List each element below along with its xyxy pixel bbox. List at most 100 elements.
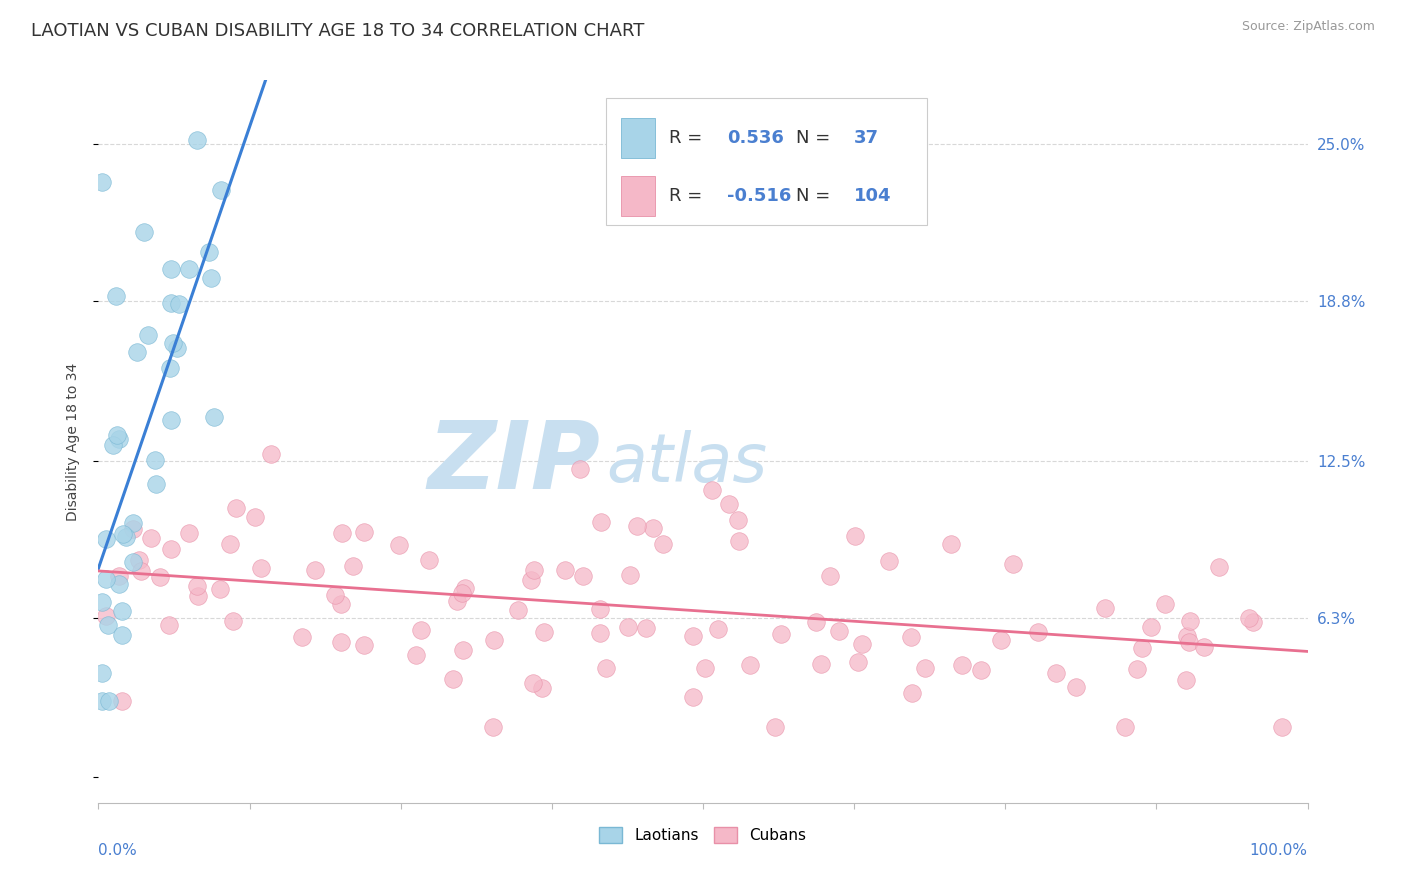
Point xyxy=(186,578,208,592)
Point xyxy=(848,655,870,669)
Point xyxy=(446,594,468,608)
Point xyxy=(641,521,664,535)
Point xyxy=(1140,620,1163,634)
Point xyxy=(519,574,541,588)
Point xyxy=(939,536,962,550)
Point xyxy=(522,675,544,690)
Point xyxy=(104,289,127,303)
Point xyxy=(533,624,555,639)
Point xyxy=(682,629,704,643)
Point xyxy=(970,663,993,677)
Point xyxy=(636,621,658,635)
Point xyxy=(219,537,242,551)
Point xyxy=(108,577,131,591)
Text: Source: ZipAtlas.com: Source: ZipAtlas.com xyxy=(1241,20,1375,33)
Point xyxy=(950,658,973,673)
Point xyxy=(225,500,247,515)
Point xyxy=(186,133,208,147)
Point xyxy=(96,608,118,623)
Point xyxy=(482,720,505,734)
Point xyxy=(388,538,411,552)
Point xyxy=(844,529,866,543)
Point xyxy=(187,590,209,604)
Point xyxy=(1178,635,1201,649)
Y-axis label: Disability Age 18 to 34: Disability Age 18 to 34 xyxy=(66,362,80,521)
Point xyxy=(682,690,704,704)
Point xyxy=(900,685,922,699)
Point xyxy=(111,527,134,541)
Point xyxy=(198,245,221,260)
Point xyxy=(166,341,188,355)
Point xyxy=(851,637,873,651)
Point xyxy=(572,569,595,583)
Point xyxy=(702,483,724,497)
Text: N =: N = xyxy=(796,187,837,205)
Point xyxy=(111,604,134,618)
Point xyxy=(810,657,832,671)
Point xyxy=(202,410,225,425)
Point xyxy=(451,586,474,600)
Point xyxy=(523,563,546,577)
Point xyxy=(329,597,352,611)
Text: 0.536: 0.536 xyxy=(727,129,785,147)
Point xyxy=(1045,666,1067,681)
Point xyxy=(169,297,191,311)
Text: 100.0%: 100.0% xyxy=(1250,843,1308,857)
Point xyxy=(304,563,326,577)
Point xyxy=(1192,640,1215,655)
Point xyxy=(818,569,841,583)
Point xyxy=(900,630,922,644)
Point xyxy=(148,570,170,584)
Point xyxy=(589,625,612,640)
Point xyxy=(139,532,162,546)
Point xyxy=(160,262,183,277)
Point xyxy=(128,553,150,567)
Point xyxy=(143,453,166,467)
Point xyxy=(97,618,120,632)
Point xyxy=(111,694,134,708)
Point xyxy=(804,615,827,629)
Point xyxy=(695,661,717,675)
Point xyxy=(122,554,145,568)
Point xyxy=(157,618,180,632)
Point xyxy=(1178,614,1201,628)
Point xyxy=(1002,557,1025,571)
Point xyxy=(323,588,346,602)
Point xyxy=(531,681,554,695)
Point xyxy=(160,295,183,310)
Point xyxy=(769,627,792,641)
Point xyxy=(454,582,477,596)
Point xyxy=(107,569,129,583)
Point xyxy=(1271,720,1294,734)
Point xyxy=(353,524,375,539)
Point xyxy=(91,595,114,609)
Legend: Laotians, Cubans: Laotians, Cubans xyxy=(593,822,813,849)
Bar xyxy=(621,119,655,158)
Point xyxy=(1175,629,1198,643)
Point xyxy=(727,513,749,527)
Point xyxy=(97,694,120,708)
Point xyxy=(208,582,231,596)
Point xyxy=(177,262,200,277)
Point xyxy=(127,344,149,359)
Point xyxy=(91,665,114,680)
Point xyxy=(1130,641,1153,656)
Point xyxy=(160,542,183,557)
Text: R =: R = xyxy=(669,129,709,147)
Point xyxy=(595,661,617,675)
Point xyxy=(91,175,114,189)
Point xyxy=(1126,662,1149,676)
Point xyxy=(1094,601,1116,615)
Text: N =: N = xyxy=(796,129,837,147)
Point xyxy=(136,328,159,343)
Point xyxy=(418,553,440,567)
Text: 37: 37 xyxy=(855,129,879,147)
Point xyxy=(1064,680,1087,694)
Point xyxy=(162,335,184,350)
Point xyxy=(121,523,143,537)
Point xyxy=(145,477,167,491)
Point xyxy=(626,519,648,533)
Point xyxy=(353,638,375,652)
Text: 0.0%: 0.0% xyxy=(98,843,138,857)
Point xyxy=(1237,611,1260,625)
